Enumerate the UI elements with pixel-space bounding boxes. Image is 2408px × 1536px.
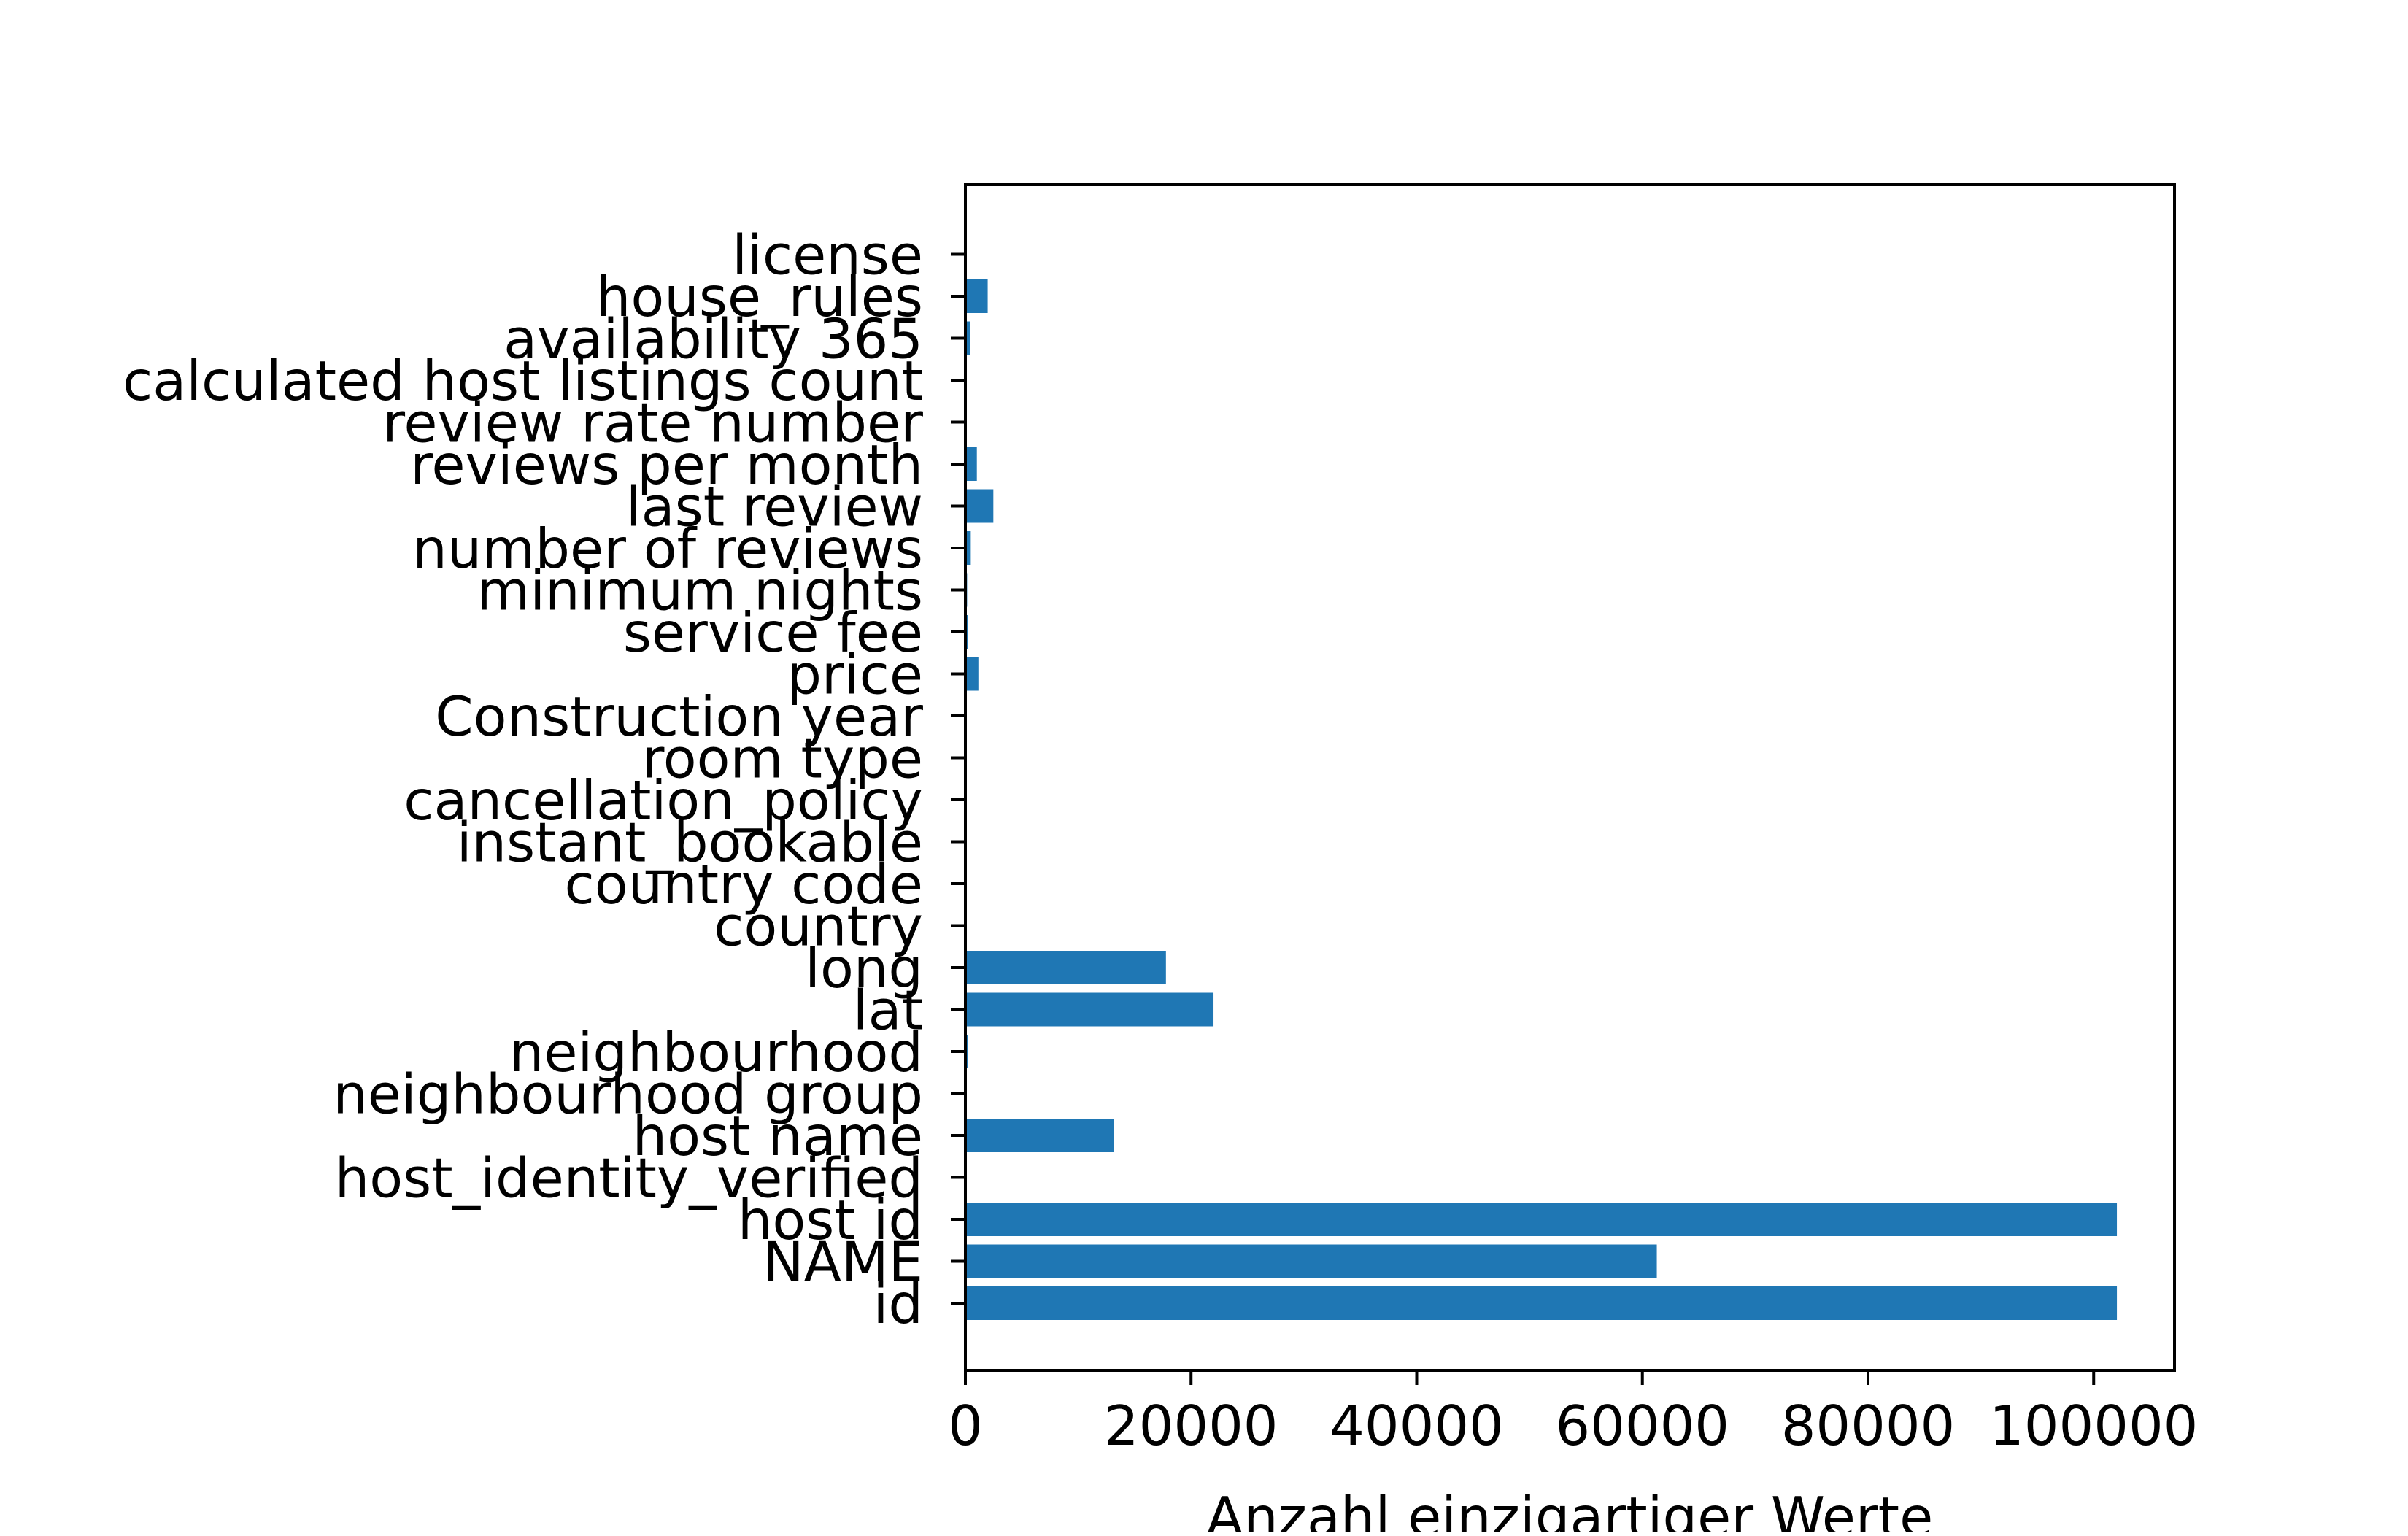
x-axis-ticks: 0 20000 40000 60000 80000 100000: [948, 1370, 2198, 1458]
bar-house-rules: [965, 279, 988, 313]
bar-reviews-per-month: [965, 447, 977, 481]
bar-id: [965, 1286, 2117, 1320]
bar-long: [965, 951, 1166, 984]
bar-host-name: [965, 1119, 1114, 1152]
bar-lat: [965, 993, 1213, 1027]
x-axis-label: Anzahl einzigartiger Werte: [1206, 1485, 1933, 1532]
bar-last-review: [965, 490, 993, 523]
y-tick-label: license: [732, 223, 923, 287]
x-tick-label: 40000: [1330, 1394, 1504, 1458]
bars-layer: [965, 238, 2117, 1321]
bar-name: [965, 1245, 1657, 1278]
x-tick-label: 0: [948, 1394, 983, 1458]
bar-price: [965, 657, 979, 691]
x-tick-label: 60000: [1555, 1394, 1729, 1458]
plot-frame: [965, 185, 2174, 1370]
x-tick-label: 20000: [1104, 1394, 1278, 1458]
x-tick-label: 80000: [1781, 1394, 1956, 1458]
bar-host-id: [965, 1203, 2117, 1236]
x-tick-label: 100000: [1989, 1394, 2198, 1458]
